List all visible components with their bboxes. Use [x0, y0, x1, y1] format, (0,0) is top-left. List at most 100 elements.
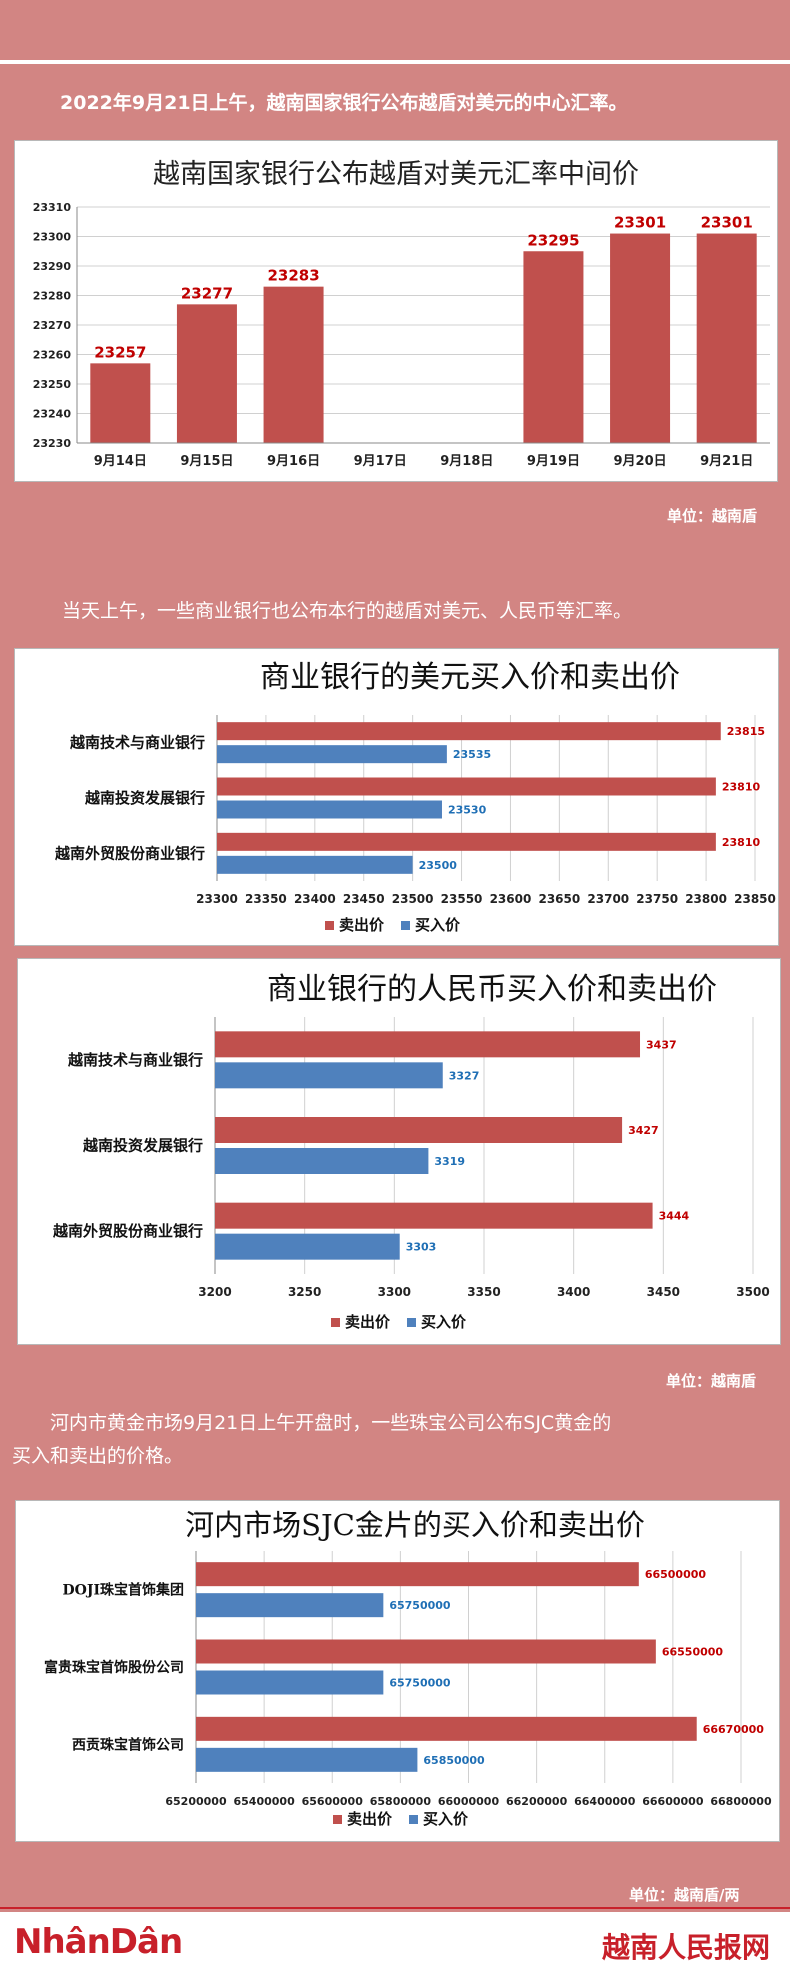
buy-bar: [217, 855, 413, 874]
sell-bar: [215, 1202, 653, 1229]
y-tick-label: 23240: [33, 408, 72, 421]
data-label: 23815: [727, 725, 765, 738]
data-label: 23500: [419, 859, 458, 872]
x-tick-label: 23700: [587, 892, 629, 906]
x-tick-label: 66400000: [574, 1795, 636, 1808]
data-label: 3444: [659, 1210, 690, 1223]
x-tick-label: 9月14日: [94, 454, 147, 469]
x-tick-label: 9月16日: [267, 454, 320, 469]
buy-bar: [217, 800, 442, 819]
buy-bar: [196, 1747, 418, 1772]
y-tick-label: 23270: [33, 319, 72, 332]
x-tick-label: 66600000: [642, 1795, 704, 1808]
x-tick-label: 23600: [490, 892, 532, 906]
x-tick-label: 3400: [557, 1285, 590, 1299]
chart-title: 商业银行的人民币买入价和卖出价: [267, 972, 717, 1007]
y-tick-label: 23310: [33, 201, 72, 214]
chart-title: 河内市场SJC金片的买入价和卖出价: [185, 1508, 645, 1542]
legend-swatch: [333, 1815, 342, 1824]
x-tick-label: 65400000: [234, 1795, 296, 1808]
x-tick-label: 65800000: [370, 1795, 432, 1808]
y-tick-label: 23280: [33, 290, 72, 303]
x-tick-label: 65600000: [302, 1795, 364, 1808]
category-label: 富贵珠宝首饰股份公司: [44, 1659, 184, 1676]
x-tick-label: 66800000: [710, 1795, 772, 1808]
bar: [263, 286, 324, 443]
x-tick-label: 66000000: [438, 1795, 500, 1808]
x-tick-label: 9月15日: [180, 454, 233, 469]
chart-title: 越南国家银行公布越盾对美元汇率中间价: [153, 159, 639, 190]
data-label: 65850000: [423, 1754, 485, 1767]
chart-panel-3: 商业银行的人民币买入价和卖出价 3200 3250 3300 3350 3400 3450 3…: [17, 958, 781, 1345]
x-tick-label: 3350: [467, 1285, 500, 1299]
sell-bar: [217, 777, 716, 796]
data-label: 3327: [449, 1069, 480, 1082]
data-label: 23301: [701, 214, 753, 232]
category-label: 越南外贸股份商业银行: [52, 1222, 203, 1240]
buy-bar: [215, 1233, 400, 1260]
buy-bar: [196, 1670, 384, 1695]
sell-bar: [217, 832, 716, 851]
bar: [176, 304, 237, 443]
legend-swatch: [331, 1318, 340, 1327]
x-tick-label: 23450: [343, 892, 385, 906]
x-tick-label: 23800: [685, 892, 727, 906]
data-label: 3303: [406, 1241, 437, 1254]
bar: [90, 363, 151, 443]
data-label: 65750000: [389, 1599, 451, 1612]
unit-label-3: 单位：越南盾/两: [629, 1886, 740, 1904]
x-tick-label: 65200000: [165, 1795, 227, 1808]
category-label: 西贡珠宝首饰公司: [72, 1736, 184, 1753]
top-divider: [0, 60, 790, 64]
data-label: 66670000: [703, 1723, 765, 1736]
legend-label: 买入价: [423, 1810, 469, 1828]
x-tick-label: 3250: [288, 1285, 321, 1299]
data-label: 65750000: [389, 1677, 451, 1690]
category-label: 越南技术与商业银行: [69, 734, 205, 752]
legend-swatch: [409, 1815, 418, 1824]
data-label: 23283: [267, 267, 319, 285]
x-tick-label: 3450: [647, 1285, 680, 1299]
usd-rate-chart: 商业银行的美元买入价和卖出价 23300 23350 23400 23450 23500 2…: [54, 660, 776, 934]
footer: NhânDân 越南人民报网: [0, 1912, 790, 1975]
x-tick-label: 23550: [441, 892, 483, 906]
category-label: DOJI珠宝首饰集团: [62, 1582, 184, 1599]
legend-label: 卖出价: [347, 1810, 393, 1828]
buy-bar: [215, 1062, 443, 1089]
nhandan-logo[interactable]: NhânDân: [14, 1922, 183, 1962]
x-tick-label: 66200000: [506, 1795, 568, 1808]
data-label: 23295: [527, 231, 579, 249]
buy-bar: [215, 1148, 429, 1174]
bar: [523, 251, 584, 443]
data-label: 23810: [722, 781, 761, 794]
intro-text-1: 2022年9月21日上午，越南国家银行公布越盾对美元的中心汇率。: [60, 92, 628, 114]
data-label: 3437: [646, 1038, 677, 1051]
chart-panel-1: 越南国家银行公布越盾对美元汇率中间价 23230 23240 23250 23260 23…: [14, 140, 778, 482]
data-label: 23530: [448, 804, 487, 817]
x-tick-label: 9月18日: [440, 454, 493, 469]
sell-bar: [215, 1031, 641, 1058]
unit-label-1: 单位：越南盾: [667, 507, 758, 525]
y-tick-label: 23250: [33, 378, 72, 391]
intro-text-3b: 买入和卖出的价格。: [12, 1445, 184, 1467]
site-name-logo[interactable]: 越南人民报网: [601, 1931, 770, 1964]
cny-rate-chart: 商业银行的人民币买入价和卖出价 3200 3250 3300 3350 3400 3450 3…: [52, 972, 770, 1331]
legend-label: 买入价: [415, 916, 461, 934]
footer-divider: [0, 1907, 790, 1909]
y-tick-label: 23230: [33, 437, 72, 450]
bar: [696, 233, 757, 443]
data-label: 23257: [94, 343, 146, 361]
sell-bar: [196, 1639, 656, 1664]
x-tick-label: 23750: [636, 892, 678, 906]
x-tick-label: 23850: [734, 892, 776, 906]
category-label: 越南投资发展银行: [84, 789, 205, 807]
legend-swatch: [401, 921, 410, 930]
data-label: 3427: [628, 1124, 659, 1137]
data-label: 23810: [722, 836, 761, 849]
x-tick-label: 3500: [736, 1285, 769, 1299]
legend-label: 卖出价: [339, 916, 385, 934]
x-tick-label: 23300: [196, 892, 238, 906]
sell-bar: [217, 722, 721, 741]
x-tick-label: 3300: [378, 1285, 411, 1299]
sell-bar: [196, 1562, 639, 1587]
